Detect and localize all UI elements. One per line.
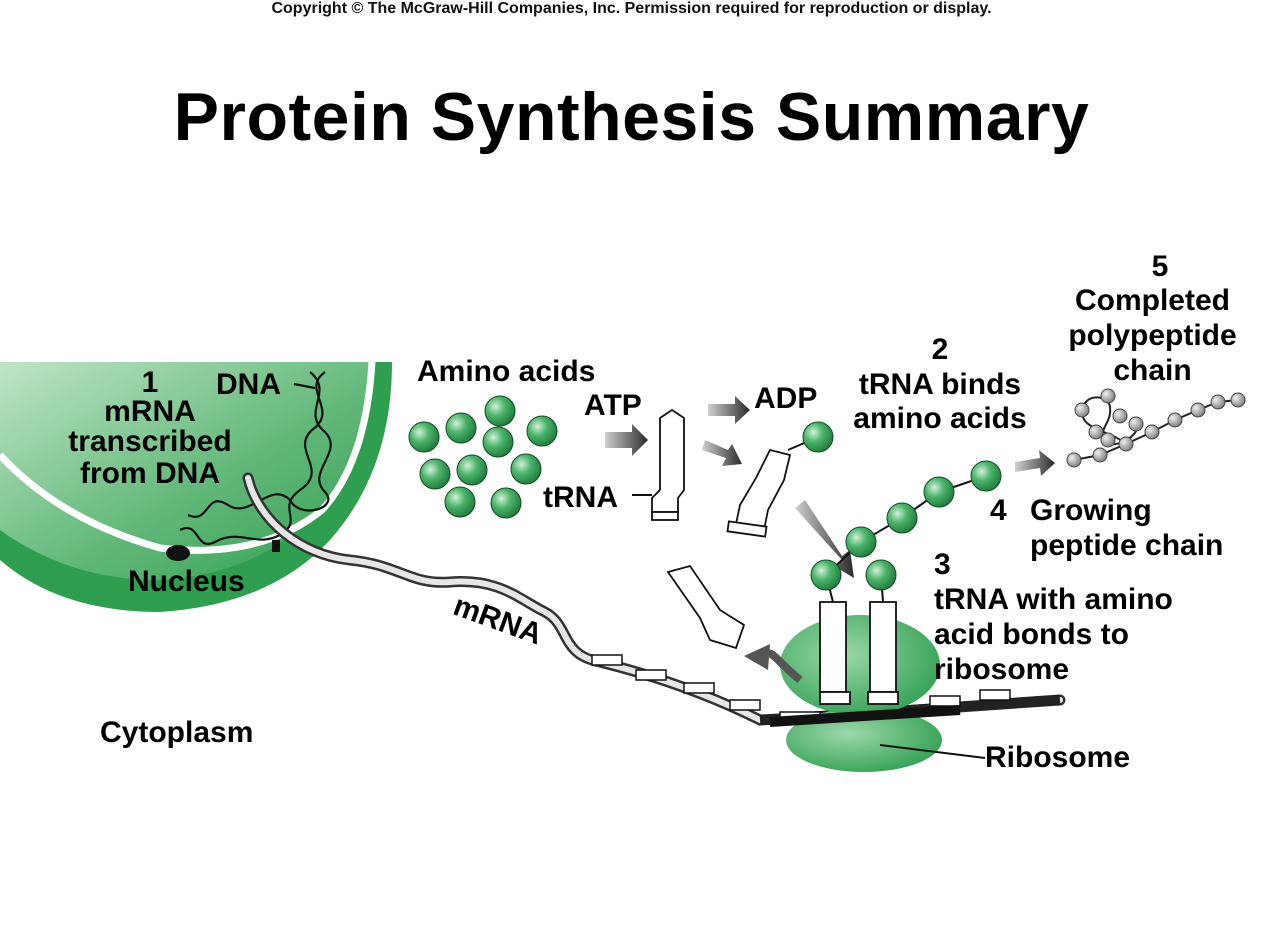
nucleus-label: Nucleus (128, 565, 245, 598)
growing-peptide-chain (810, 460, 1002, 603)
step3-line1: tRNA with amino (934, 583, 1173, 616)
adp-label: ADP (754, 382, 818, 415)
trna-label: tRNA (543, 481, 618, 514)
step3-number: 3 (934, 548, 951, 581)
step3-line2: acid bonds to (934, 618, 1129, 651)
step5-number: 5 (1151, 250, 1169, 283)
step5-line1: Completed (1074, 284, 1230, 317)
completed-polypeptide (1066, 388, 1246, 468)
dna-helix (179, 371, 332, 545)
ribosome-pointer (879, 744, 986, 759)
cytoplasm-label: Cytoplasm (100, 716, 254, 749)
step5-line3: chain (1113, 354, 1192, 387)
step2-number: 2 (931, 333, 949, 366)
step4-number: 4 (990, 494, 1007, 527)
amino-acids-label: Amino acids (417, 355, 596, 388)
step1-line1: mRNA (104, 395, 196, 428)
step3-line3: ribosome (934, 653, 1070, 686)
ribosome (744, 615, 961, 772)
step4-line1: Growing (1030, 494, 1152, 527)
page-title: Protein Synthesis Summary (173, 79, 1090, 155)
step5-line2: polypeptide (1068, 319, 1237, 352)
atp-label: ATP (584, 389, 642, 422)
step1-line3: from DNA (80, 457, 220, 490)
step4-line2: peptide chain (1030, 529, 1224, 562)
bound-amino-acid (787, 421, 834, 453)
amino-acid-pool (408, 395, 558, 519)
dna-label: DNA (216, 368, 281, 401)
ribosome-label: Ribosome (985, 741, 1131, 774)
step2-line1: tRNA binds (858, 368, 1022, 401)
step2-line2: amino acids (853, 402, 1027, 435)
copyright-notice: Copyright © The McGraw-Hill Companies, I… (271, 0, 992, 17)
trna-molecules (651, 408, 899, 705)
process-arrows (605, 396, 1055, 578)
step1-number: 1 (141, 366, 159, 399)
step1-line2: transcribed (68, 425, 232, 458)
